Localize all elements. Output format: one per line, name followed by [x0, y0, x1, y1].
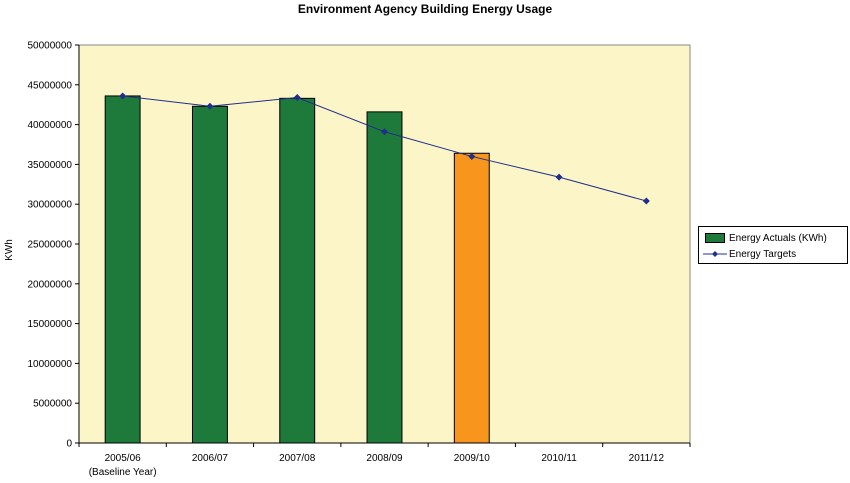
line-series [119, 92, 650, 205]
y-tick-label: 25000000 [28, 240, 73, 251]
target-point-2008-09 [381, 128, 388, 136]
y-axis: 0 5000000 10000000 15000000 20000000 25000000… [28, 41, 80, 450]
y-tick-label: 0 [66, 439, 72, 450]
x-tick-sublabel: (Baseline Year) [89, 467, 157, 478]
bar-series [104, 95, 490, 444]
y-tick-label: 5000000 [33, 399, 72, 410]
chart-title: Environment Agency Building Energy Usage [297, 2, 553, 16]
y-tick-label: 10000000 [28, 359, 73, 370]
target-point-2010-11 [555, 173, 563, 181]
y-tick-label: 45000000 [28, 80, 73, 91]
legend-swatch-actuals [705, 233, 725, 243]
legend: Energy Actuals (KWh) Energy Targets [698, 226, 848, 264]
y-axis-label: KWh [4, 239, 15, 261]
target-point-2009-10 [468, 152, 476, 160]
y-tick-label: 30000000 [28, 200, 73, 211]
bar-2005-06 [104, 95, 141, 444]
y-tick-label: 50000000 [28, 41, 73, 52]
legend-item-targets: Energy Targets [703, 247, 796, 261]
x-tick-label: 2008/09 [366, 453, 403, 464]
target-point-2007-08 [293, 94, 301, 102]
bar-2006-07 [191, 105, 228, 444]
legend-label-targets: Energy Targets [729, 248, 797, 260]
target-point-2005-06 [119, 92, 127, 100]
x-tick-label: 2011/12 [629, 453, 665, 464]
y-tick-label: 40000000 [28, 120, 73, 131]
x-tick-label: 2007/08 [279, 453, 316, 464]
legend-label-actuals: Energy Actuals (KWh) [729, 232, 827, 244]
x-tick-label: 2005/06 [105, 453, 142, 464]
y-tick-label: 15000000 [28, 319, 73, 330]
y-tick-label: 20000000 [28, 279, 73, 290]
x-tick-label: 2006/07 [192, 453, 229, 464]
y-tick-label: 35000000 [28, 160, 73, 171]
x-axis: 2005/06 (Baseline Year) 2006/07 2007/08 2008… [78, 442, 691, 478]
x-tick-label: 2009/10 [454, 453, 491, 464]
legend-swatch-targets [703, 251, 727, 257]
bar-2008-09 [366, 111, 403, 444]
bar-2007-08 [279, 97, 316, 444]
x-tick-label: 2010/11 [541, 453, 577, 464]
target-point-2006-07 [206, 102, 214, 110]
bar-2009-10 [453, 152, 490, 444]
target-point-2011-12 [642, 197, 650, 205]
legend-item-actuals: Energy Actuals (KWh) [703, 231, 827, 245]
